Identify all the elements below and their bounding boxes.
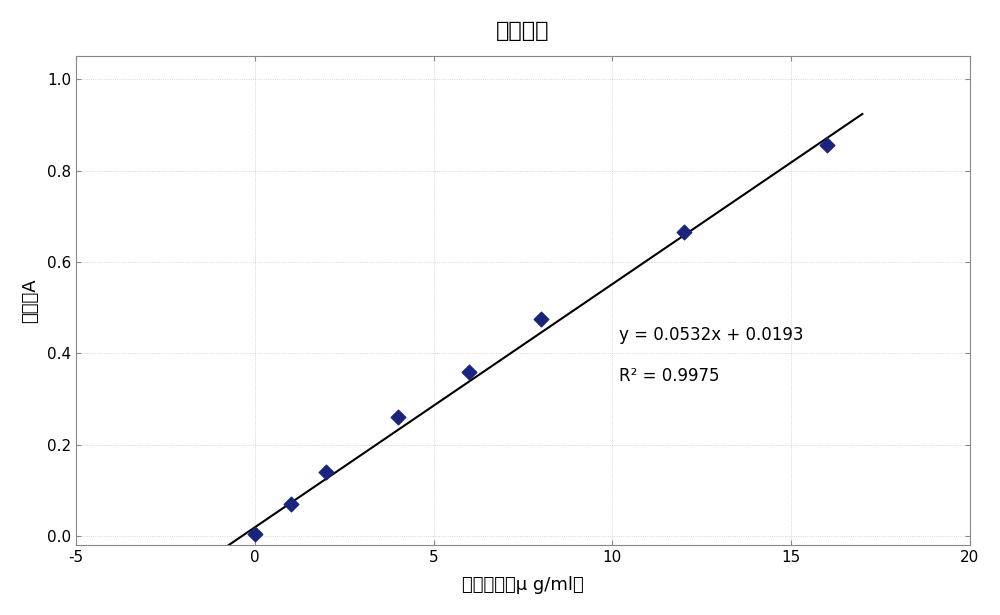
Point (247, 529, 263, 539)
Point (390, 412, 406, 422)
X-axis label: 标液浓度（μ g/ml）: 标液浓度（μ g/ml） (462, 576, 584, 594)
Title: 标准曲线: 标准曲线 (496, 21, 550, 41)
Point (461, 367, 477, 376)
Point (533, 314, 549, 324)
Y-axis label: 吸收值A: 吸收值A (21, 279, 39, 323)
Text: R² = 0.9975: R² = 0.9975 (619, 367, 720, 385)
Point (318, 467, 334, 477)
Text: y = 0.0532x + 0.0193: y = 0.0532x + 0.0193 (619, 326, 804, 344)
Point (819, 140, 835, 150)
Point (676, 228, 692, 237)
Point (283, 499, 299, 509)
